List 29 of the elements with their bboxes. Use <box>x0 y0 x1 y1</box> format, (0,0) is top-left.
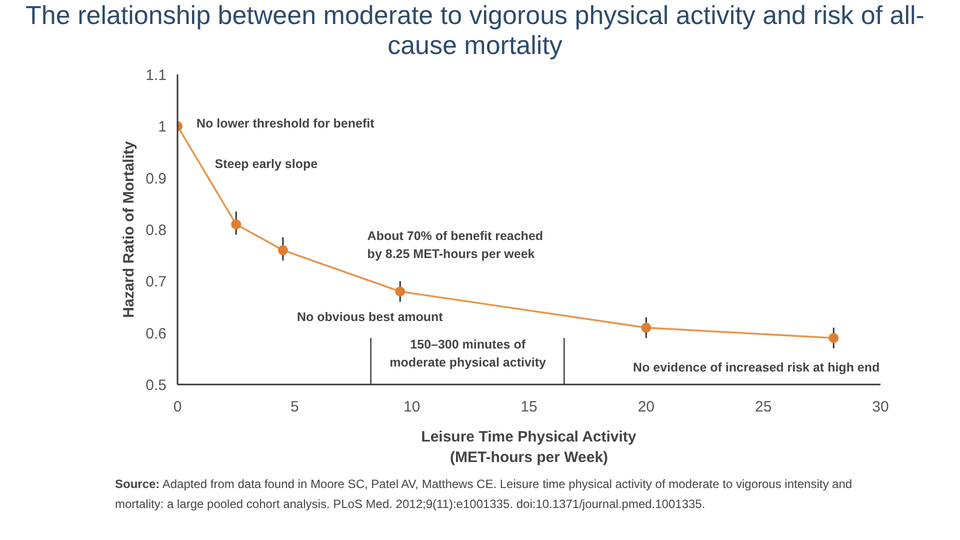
annotation: About 70% of benefit reached by 8.25 MET-hours per week <box>367 228 544 262</box>
annotation: Steep early slope <box>214 156 318 171</box>
y-tick-label: 0.8 <box>146 222 167 239</box>
y-tick-label: 0.5 <box>146 377 167 394</box>
point <box>395 286 406 296</box>
point <box>641 322 652 333</box>
annotation: No lower threshold for benefit <box>196 116 376 130</box>
point <box>278 245 288 256</box>
x-tick-label: 25 <box>754 398 772 416</box>
source-note: Source: Adapted from data found in Moore SC, Patel AV, Matthews CE. Leisure time physical activity of moderate to vigorous intensity and mortality: a large pooled cohort analysis. PLoS Med. 2012;9(11):e1001335. doi:10.1371/journal.pmed.1001335. <box>115 476 854 513</box>
x-tick-label: 0 <box>173 398 182 416</box>
x-axis-title: Leisure Time Physical Activity (MET-hours per Week) <box>421 428 637 466</box>
y-tick-label: 1.1 <box>146 67 167 84</box>
annotation: 150–300 minutes of moderate physical activity <box>390 337 546 370</box>
x-tick-label: 30 <box>872 398 889 416</box>
x-tick-label: 5 <box>290 398 299 416</box>
y-axis-title: Hazard Ratio of Mortality <box>120 140 138 318</box>
y-tick-label: 0.9 <box>146 170 167 188</box>
y-tick-label: 0.7 <box>146 274 167 291</box>
annotation: No evidence of increased risk at high end <box>633 360 880 374</box>
x-tick-label: 10 <box>403 398 420 416</box>
point <box>231 219 242 230</box>
point <box>828 333 839 343</box>
x-tick-label: 20 <box>638 398 655 416</box>
chart-title: The relationship between moderate to vigorous physical activity and risk of all-cause mortality <box>24 0 926 60</box>
y-tick-label: 0.6 <box>146 325 167 342</box>
annotation: No obvious best amount <box>297 310 444 324</box>
y-tick-label: 1 <box>158 118 166 136</box>
x-tick-label: 15 <box>520 398 538 416</box>
